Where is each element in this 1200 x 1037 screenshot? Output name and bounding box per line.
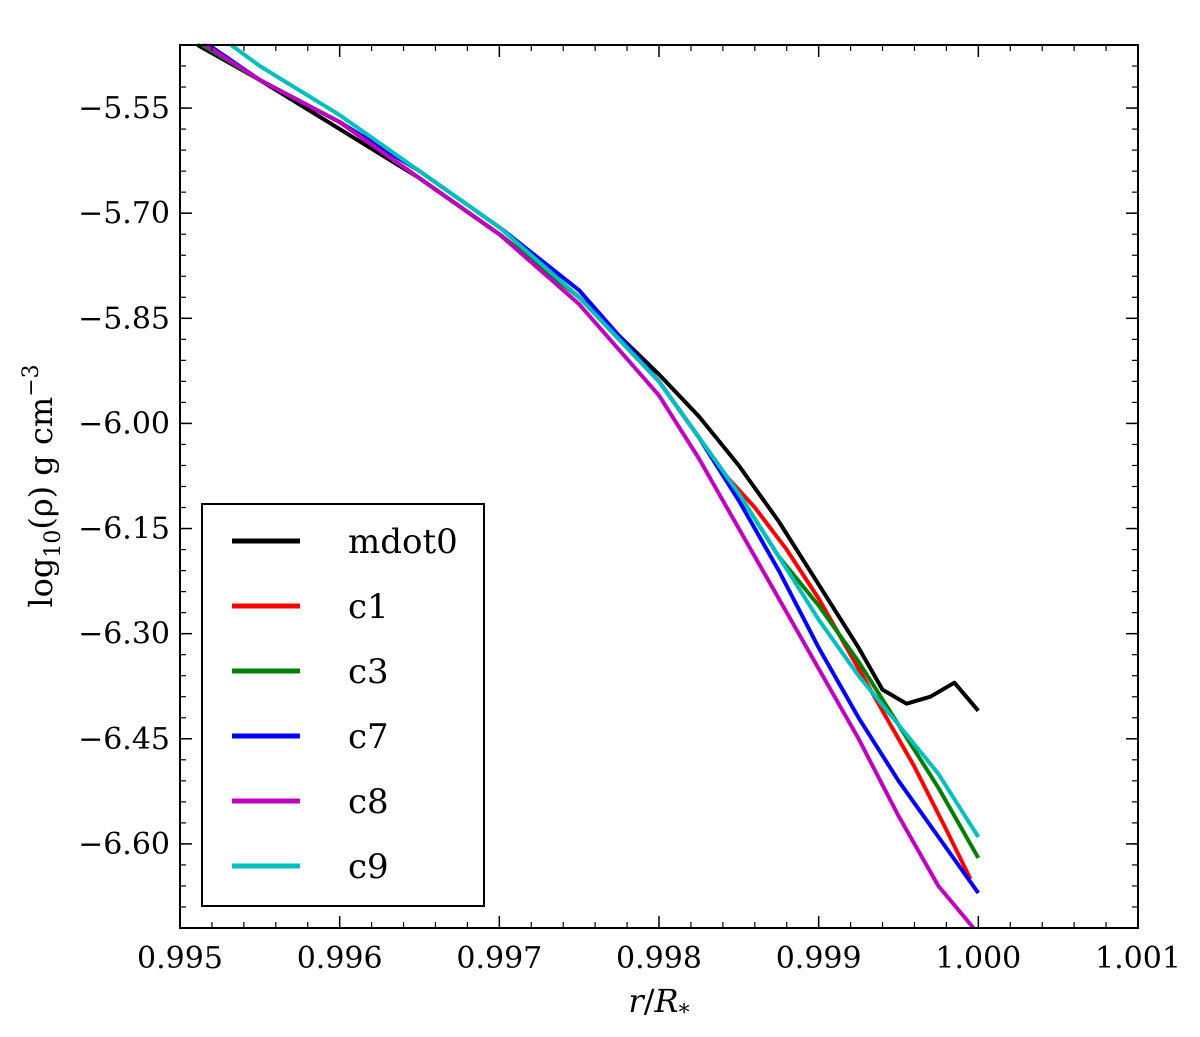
x-axis-label-sub: * xyxy=(679,1001,690,1026)
x-axis-label: r/R* xyxy=(628,982,689,1026)
x-axis-label-base: R xyxy=(653,982,678,1020)
y-axis-label-pre: log xyxy=(22,558,60,608)
y-tick-label: −6.60 xyxy=(78,827,170,862)
y-tick-label: −5.70 xyxy=(78,196,170,231)
legend: mdot0 c1 c3 c7 c8 c9 xyxy=(201,503,485,907)
y-axis-label: log10(ρ) g cm−3 xyxy=(19,364,66,607)
plot-lines xyxy=(196,43,981,930)
legend-label-c1: c1 xyxy=(348,587,389,627)
series-line-c8 xyxy=(204,43,976,930)
y-axis-label-sub: 10 xyxy=(41,530,66,558)
legend-label-c7: c7 xyxy=(348,717,389,757)
x-axis-label-slash: / xyxy=(644,982,655,1020)
legend-label-c3: c3 xyxy=(348,652,389,692)
y-tick-label: −5.55 xyxy=(78,91,170,126)
x-tick-label: 0.999 xyxy=(776,941,862,976)
x-tick-label: 0.996 xyxy=(297,941,383,976)
x-axis-label-var: r xyxy=(628,982,645,1020)
y-axis-label-mid: (ρ) g cm xyxy=(22,397,60,530)
tick-labels: 0.995 0.996 0.997 0.998 0.999 1.000 1.001 −5.55… xyxy=(78,91,1181,976)
axis-ticks xyxy=(179,44,1139,928)
legend-label-c9: c9 xyxy=(348,847,389,887)
y-tick-label: −6.00 xyxy=(78,406,170,441)
x-tick-label: 0.997 xyxy=(456,941,542,976)
x-tick-label: 0.998 xyxy=(616,941,702,976)
y-tick-label: −6.45 xyxy=(78,722,170,757)
y-tick-label: −6.15 xyxy=(78,512,170,547)
legend-label-mdot0: mdot0 xyxy=(348,522,458,562)
y-tick-label: −6.30 xyxy=(78,617,170,652)
legend-items: mdot0 c1 c3 c7 c8 c9 xyxy=(232,522,458,887)
legend-box xyxy=(201,503,485,907)
x-tick-label: 0.995 xyxy=(137,941,223,976)
x-tick-label: 1.001 xyxy=(1095,941,1181,976)
legend-label-c8: c8 xyxy=(348,782,389,822)
series-line-c9 xyxy=(229,43,980,838)
x-tick-label: 1.000 xyxy=(935,941,1021,976)
y-tick-label: −5.85 xyxy=(78,301,170,336)
y-axis-label-sup: −3 xyxy=(19,364,44,396)
